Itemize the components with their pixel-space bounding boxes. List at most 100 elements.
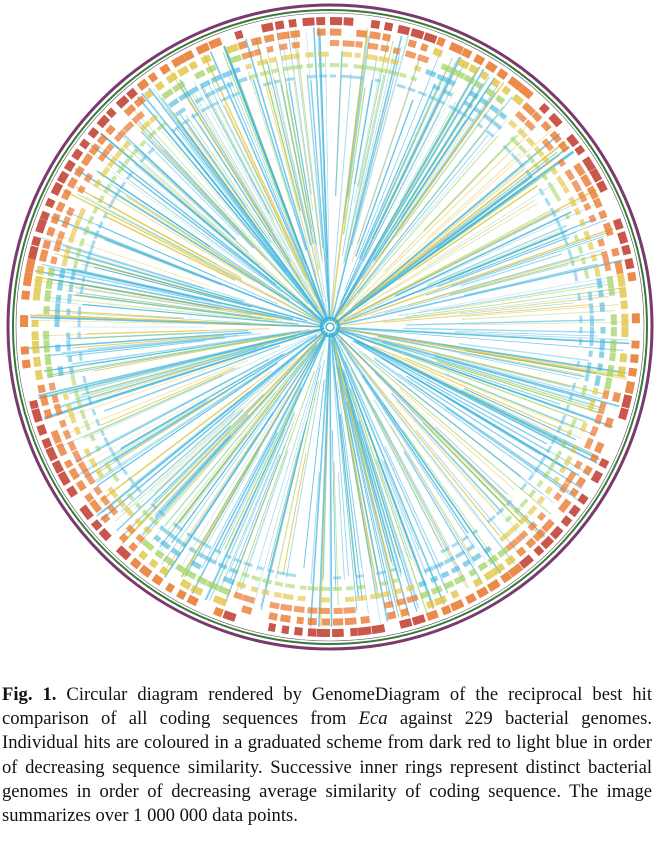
hit-spoke bbox=[331, 349, 350, 577]
similarity-arc bbox=[184, 569, 197, 580]
similarity-arc bbox=[618, 407, 629, 421]
similarity-arc bbox=[126, 87, 138, 100]
hit-bundle bbox=[317, 27, 331, 322]
hit-spoke bbox=[103, 344, 281, 412]
similarity-arc bbox=[558, 481, 570, 494]
hit-spoke bbox=[358, 83, 436, 259]
hit-spoke bbox=[191, 113, 319, 309]
hit-spoke bbox=[365, 167, 526, 298]
hit-spoke bbox=[155, 406, 270, 558]
similarity-arc bbox=[612, 218, 624, 231]
similarity-arc bbox=[560, 439, 568, 449]
similarity-arc bbox=[510, 152, 520, 163]
hit-spoke bbox=[383, 340, 603, 400]
similarity-arc bbox=[440, 546, 450, 554]
similarity-arc bbox=[542, 470, 551, 479]
similarity-arc bbox=[64, 245, 72, 256]
similarity-arc bbox=[598, 290, 604, 298]
hit-spoke bbox=[458, 343, 590, 362]
hit-spoke bbox=[141, 333, 325, 537]
similarity-arc bbox=[525, 153, 536, 164]
similarity-arc bbox=[68, 410, 77, 424]
similarity-arc bbox=[564, 471, 577, 485]
similarity-arc bbox=[547, 181, 557, 194]
similarity-arc bbox=[141, 538, 155, 552]
similarity-arc bbox=[34, 369, 44, 381]
similarity-arc bbox=[346, 585, 354, 591]
similarity-arc bbox=[113, 455, 122, 467]
similarity-arc bbox=[156, 121, 167, 132]
hit-spoke bbox=[134, 121, 267, 261]
similarity-arc bbox=[88, 143, 101, 156]
hit-spoke bbox=[356, 336, 586, 423]
similarity-arc bbox=[115, 497, 127, 509]
similarity-arc bbox=[552, 476, 560, 484]
similarity-arc bbox=[66, 339, 72, 351]
similarity-arc bbox=[134, 517, 144, 527]
hit-spoke bbox=[87, 334, 239, 350]
similarity-arc bbox=[279, 614, 291, 623]
similarity-arc bbox=[536, 511, 547, 522]
hit-spoke bbox=[154, 357, 298, 494]
hit-spoke bbox=[181, 445, 260, 576]
similarity-arc bbox=[471, 528, 479, 535]
similarity-arc bbox=[511, 93, 525, 106]
similarity-arc bbox=[383, 21, 394, 32]
hit-bundle bbox=[330, 332, 389, 622]
hit-bundle bbox=[329, 29, 369, 322]
hit-spoke bbox=[138, 160, 313, 313]
similarity-arc bbox=[204, 555, 218, 565]
similarity-arc bbox=[557, 498, 572, 513]
similarity-arc bbox=[24, 257, 36, 274]
hit-spoke bbox=[90, 255, 194, 287]
hit-spoke bbox=[395, 400, 499, 515]
hit-bundle bbox=[334, 188, 597, 325]
similarity-arc bbox=[68, 467, 80, 481]
hit-spoke bbox=[376, 459, 412, 560]
hit-spoke bbox=[408, 118, 509, 235]
similarity-arc bbox=[291, 41, 301, 49]
similarity-arc bbox=[392, 577, 401, 584]
similarity-arc bbox=[307, 74, 317, 79]
similarity-arc bbox=[577, 245, 584, 254]
hit-spoke bbox=[171, 345, 317, 544]
similarity-arc bbox=[139, 120, 152, 132]
similarity-arc bbox=[461, 535, 470, 542]
similarity-arc bbox=[592, 387, 599, 396]
similarity-arc bbox=[119, 181, 127, 190]
hit-spoke bbox=[391, 356, 550, 432]
similarity-arc bbox=[179, 578, 192, 590]
similarity-arc bbox=[274, 581, 284, 587]
similarity-arc bbox=[87, 127, 100, 139]
hit-spoke bbox=[175, 81, 258, 212]
similarity-arc bbox=[564, 212, 571, 220]
hit-spoke bbox=[454, 332, 629, 340]
hit-spoke bbox=[178, 394, 289, 570]
similarity-arc bbox=[536, 479, 544, 488]
hit-spoke bbox=[293, 81, 314, 211]
similarity-arc bbox=[217, 585, 232, 596]
similarity-arc bbox=[594, 413, 603, 425]
similarity-arc bbox=[256, 565, 264, 571]
hit-spoke bbox=[346, 352, 474, 546]
similarity-arc bbox=[267, 622, 277, 633]
similarity-arc bbox=[285, 572, 297, 578]
hit-bundle bbox=[331, 332, 445, 605]
hit-spoke bbox=[358, 420, 418, 612]
similarity-arc bbox=[47, 267, 56, 277]
hit-spoke bbox=[82, 374, 224, 439]
hit-spoke bbox=[97, 367, 196, 399]
similarity-arc bbox=[487, 554, 499, 565]
hit-spoke bbox=[75, 346, 259, 398]
similarity-arc bbox=[260, 22, 274, 33]
similarity-arc bbox=[465, 592, 477, 605]
similarity-arc bbox=[509, 136, 521, 147]
hit-spoke bbox=[343, 40, 394, 262]
similarity-arc bbox=[72, 219, 82, 232]
similarity-arc bbox=[355, 595, 367, 602]
similarity-arc bbox=[468, 568, 478, 577]
similarity-arc bbox=[273, 79, 281, 84]
similarity-arc bbox=[27, 245, 39, 260]
similarity-arc bbox=[190, 560, 202, 570]
hit-spoke bbox=[96, 224, 216, 278]
